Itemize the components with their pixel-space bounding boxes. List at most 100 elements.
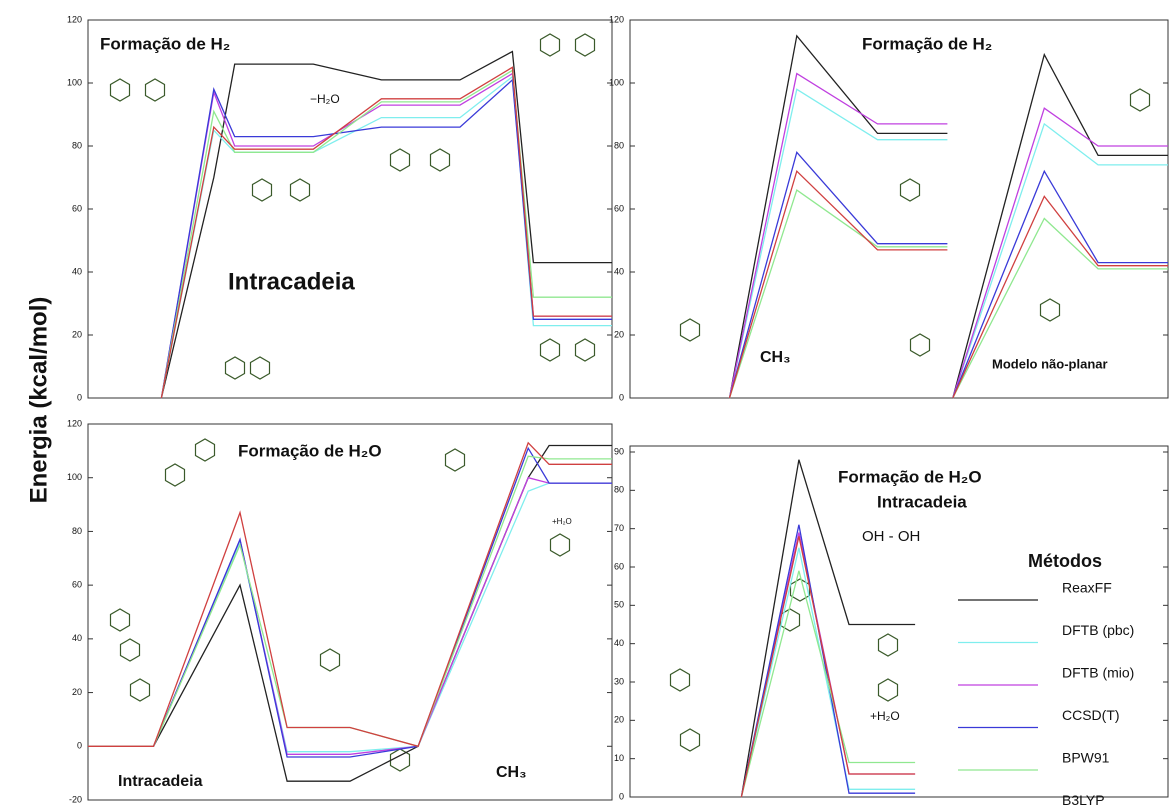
legend-label: CCSD(T) — [1062, 707, 1120, 723]
molecule-icon — [781, 609, 800, 631]
y-tick-label: 0 — [619, 791, 624, 801]
y-tick-label: 60 — [614, 561, 624, 571]
molecule-icon — [321, 649, 340, 671]
molecule-icon — [541, 339, 560, 361]
molecule-icon — [1041, 299, 1060, 321]
molecule-icon — [879, 634, 898, 656]
annotation: OH - OH — [862, 528, 920, 545]
molecule-icon — [251, 357, 270, 379]
y-tick-label: 70 — [614, 523, 624, 533]
y-tick-label: 30 — [614, 676, 624, 686]
energy-profile — [161, 67, 612, 398]
molecule-icon — [226, 357, 245, 379]
annotation: Intracadeia — [877, 492, 967, 511]
molecule-icon — [911, 334, 930, 356]
y-tick-label: 50 — [614, 600, 624, 610]
figure: Energia (kcal/mol) 020406080100120Formaç… — [0, 0, 1171, 805]
energy-profile — [730, 89, 1169, 398]
molecule-icon — [391, 149, 410, 171]
panel-frame — [88, 424, 612, 800]
y-tick-label: 20 — [72, 329, 82, 339]
y-tick-label: 120 — [67, 418, 82, 428]
y-tick-label: 60 — [72, 203, 82, 213]
molecule-icon — [681, 319, 700, 341]
energy-profile — [88, 443, 612, 747]
energy-profile — [741, 525, 915, 797]
y-tick-label: 80 — [72, 526, 82, 536]
legend-title: Métodos — [1028, 551, 1102, 571]
annotation: Intracadeia — [118, 773, 203, 790]
y-tick-label: 0 — [77, 392, 82, 402]
molecule-icon — [541, 34, 560, 56]
annotation: CH₃ — [496, 764, 527, 781]
annotation: Formação de H₂O — [838, 467, 982, 486]
y-tick-label: 60 — [72, 580, 82, 590]
molecule-icon — [111, 79, 130, 101]
y-tick-label: 0 — [77, 741, 82, 751]
annotation: Intracadeia — [228, 268, 355, 295]
y-tick-label: -20 — [69, 794, 82, 804]
annotation: +H₂O — [870, 709, 900, 723]
y-tick-label: 20 — [614, 715, 624, 725]
annotation: Modelo não-planar — [992, 356, 1108, 371]
energy-profile — [88, 478, 612, 755]
molecule-icon — [576, 34, 595, 56]
y-tick-label: 40 — [72, 633, 82, 643]
y-tick-label: 80 — [614, 140, 624, 150]
molecule-icon — [1131, 89, 1150, 111]
energy-profile — [161, 70, 612, 398]
y-tick-label: 40 — [614, 266, 624, 276]
energy-profile — [88, 446, 612, 782]
annotation: Formação de H₂ — [100, 34, 230, 53]
molecule-icon — [446, 449, 465, 471]
y-tick-label: 100 — [67, 77, 82, 87]
legend-label: DFTB (mio) — [1062, 665, 1134, 681]
molecule-icon — [576, 339, 595, 361]
y-tick-label: 120 — [609, 14, 624, 24]
legend-label: BPW91 — [1062, 750, 1110, 766]
energy-profile — [88, 456, 612, 746]
panel-frame — [88, 20, 612, 398]
molecule-icon — [121, 639, 140, 661]
molecule-icon — [681, 729, 700, 751]
y-tick-label: 20 — [614, 329, 624, 339]
y-tick-label: 100 — [609, 77, 624, 87]
y-tick-label: 100 — [67, 472, 82, 482]
molecule-icon — [131, 679, 150, 701]
molecule-icon — [291, 179, 310, 201]
molecule-icon — [166, 464, 185, 486]
energy-profile — [161, 80, 612, 398]
annotation: +H₂O — [552, 517, 572, 526]
y-tick-label: 10 — [614, 753, 624, 763]
energy-profile — [730, 74, 1169, 398]
legend-label: ReaxFF — [1062, 580, 1112, 596]
annotation: Formação de H₂ — [862, 34, 992, 53]
legend-label: DFTB (pbc) — [1062, 622, 1134, 638]
annotation: CH₃ — [760, 349, 791, 366]
energy-profile — [730, 36, 1169, 398]
y-tick-label: 0 — [619, 392, 624, 402]
annotation: Formação de H₂O — [238, 441, 382, 460]
molecule-icon — [879, 679, 898, 701]
y-tick-label: 120 — [67, 14, 82, 24]
annotation: −H₂O — [310, 92, 340, 106]
molecule-icon — [196, 439, 215, 461]
molecule-icon — [671, 669, 690, 691]
y-tick-label: 90 — [614, 446, 624, 456]
y-tick-label: 40 — [72, 266, 82, 276]
energy-profile — [161, 52, 612, 399]
molecule-icon — [111, 609, 130, 631]
y-tick-label: 20 — [72, 687, 82, 697]
y-tick-label: 60 — [614, 203, 624, 213]
molecule-icon — [901, 179, 920, 201]
energy-profile — [741, 533, 915, 798]
y-tick-label: 80 — [614, 485, 624, 495]
legend-label: B3LYP — [1062, 792, 1105, 805]
y-axis-label: Energia (kcal/mol) — [25, 297, 52, 504]
molecule-icon — [431, 149, 450, 171]
energy-profile — [741, 536, 915, 797]
panel-frame — [630, 20, 1168, 398]
y-tick-label: 80 — [72, 140, 82, 150]
molecule-icon — [253, 179, 272, 201]
page: Energia (kcal/mol) 020406080100120Formaç… — [0, 0, 1171, 805]
